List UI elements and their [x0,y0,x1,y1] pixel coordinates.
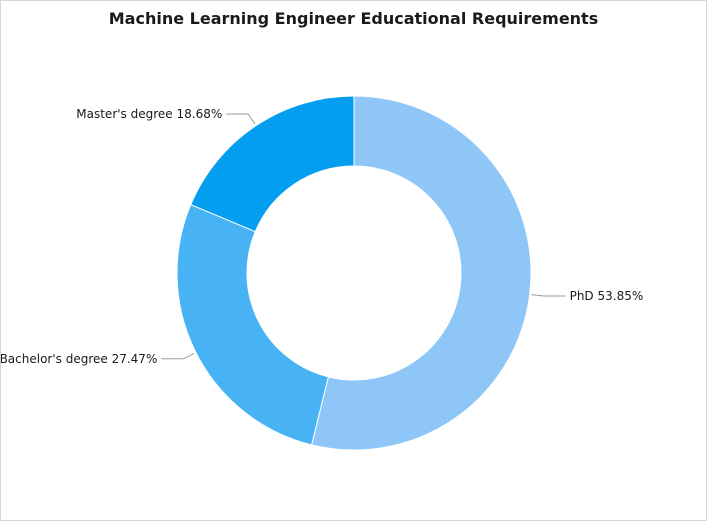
donut-slices [176,95,532,451]
leader-line-master-s-degree [226,113,256,125]
slice-label-master-s-degree: Master's degree 18.68% [76,107,222,121]
chart-title: Machine Learning Engineer Educational Re… [108,9,599,28]
slice-label-phd: PhD 53.85% [570,289,644,303]
leader-line-bachelor-s-degree [161,352,195,360]
slice-label-bachelor-s-degree: Bachelor's degree 27.47% [1,352,157,366]
slice-phd[interactable] [310,95,532,451]
slice-master-s-degree[interactable] [190,95,355,233]
slice-labels: PhD 53.85% Bachelor's degree 27.47% Master… [1,107,643,366]
leader-line-phd [531,294,566,297]
slice-bachelor-s-degree[interactable] [176,203,329,446]
